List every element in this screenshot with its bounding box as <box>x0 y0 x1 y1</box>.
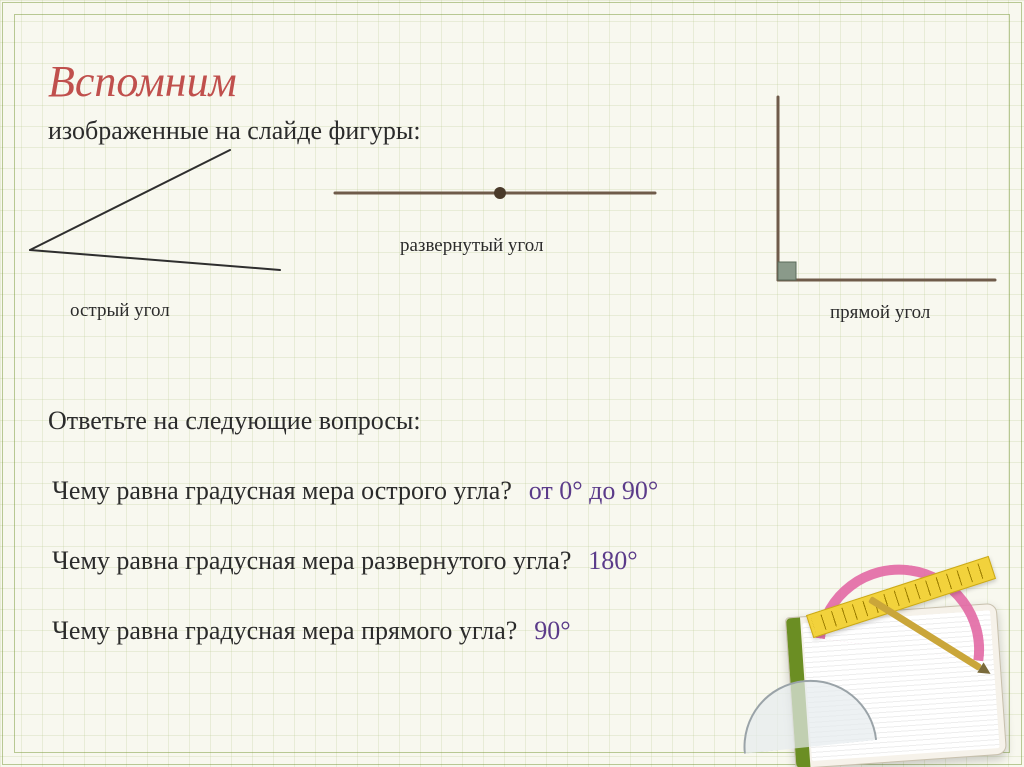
right-angle-figure <box>740 92 1000 292</box>
stationery-decor <box>760 570 1024 767</box>
answer-3-text: 90° <box>534 616 570 645</box>
question-row-2: Чему равна градусная мера развернутого у… <box>52 546 638 576</box>
slide-title: Вспомним <box>48 56 237 107</box>
acute-angle-figure <box>20 140 300 290</box>
question-3-text: Чему равна градусная мера прямого угла? <box>52 616 517 645</box>
right-square-marker <box>778 262 796 280</box>
right-angle-label: прямой угол <box>830 302 930 324</box>
straight-vertex-dot <box>494 187 506 199</box>
straight-angle-figure <box>330 178 660 208</box>
slide: Вспомним изображенные на слайде фигуры: … <box>0 0 1024 767</box>
answer-1-text: от 0° до 90° <box>529 476 659 505</box>
acute-ray-1 <box>30 150 230 250</box>
answer-2-text: 180° <box>588 546 637 575</box>
question-1-text: Чему равна градусная мера острого угла? <box>52 476 512 505</box>
questions-heading: Ответьте на следующие вопросы: <box>48 406 421 436</box>
question-row-1: Чему равна градусная мера острого угла? … <box>52 476 658 506</box>
acute-angle-label: острый угол <box>70 300 170 322</box>
acute-ray-2 <box>30 250 280 270</box>
question-2-text: Чему равна градусная мера развернутого у… <box>52 546 571 575</box>
straight-angle-label: развернутый угол <box>400 235 543 257</box>
question-row-3: Чему равна градусная мера прямого угла? … <box>52 616 571 646</box>
